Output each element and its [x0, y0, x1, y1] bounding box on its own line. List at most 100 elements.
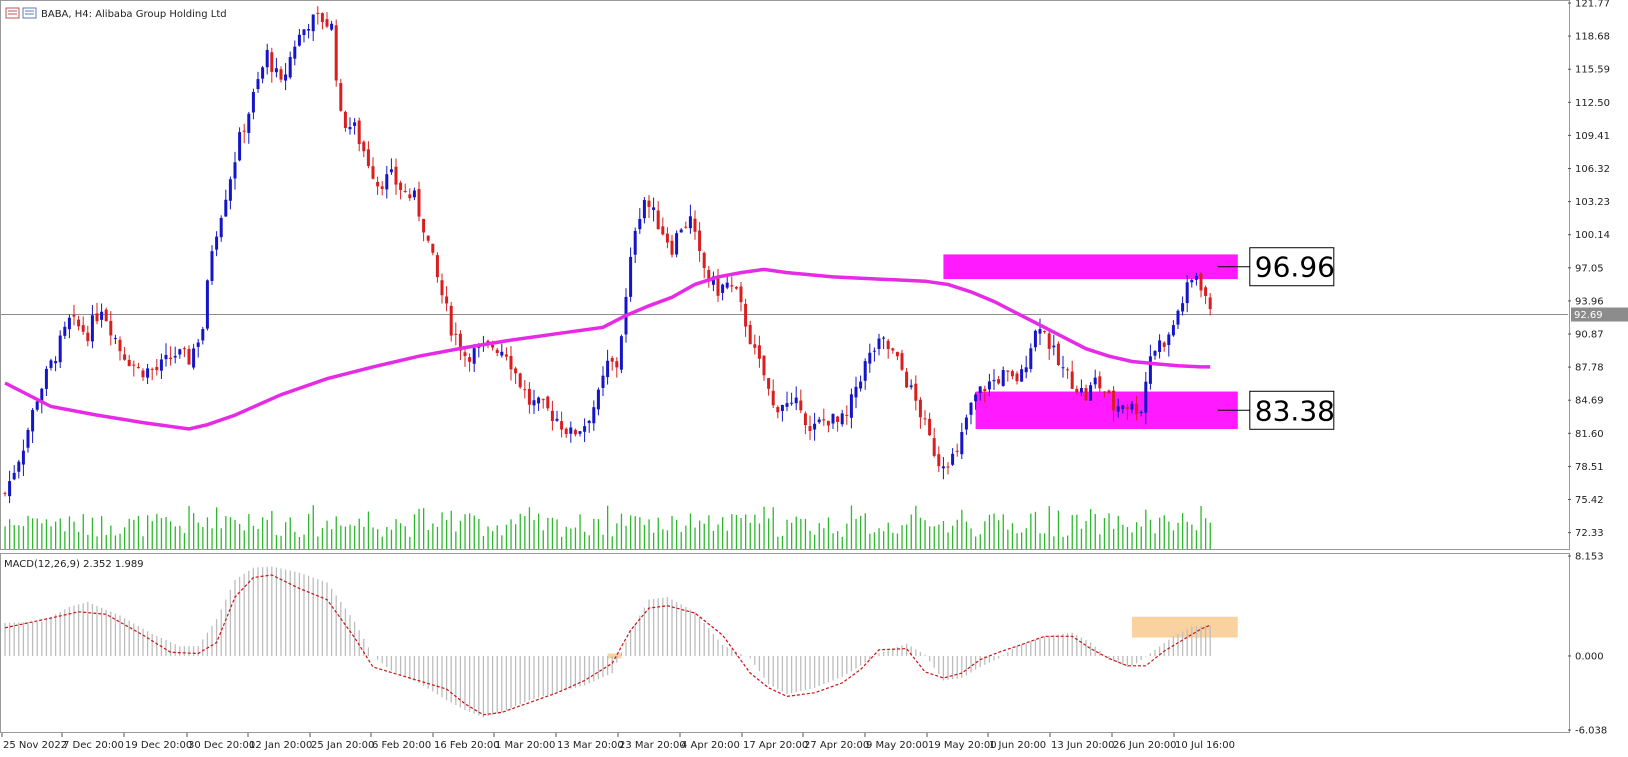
candle-body	[394, 166, 398, 185]
volume-bar	[961, 509, 963, 549]
candle-body	[385, 174, 389, 190]
macd-histogram	[4, 566, 1211, 718]
candle-body	[900, 353, 904, 370]
volume-bar	[64, 531, 66, 549]
volume-bar	[216, 507, 218, 549]
volume-bar	[749, 522, 751, 549]
candle-body	[256, 79, 260, 90]
volume-bar	[404, 526, 406, 549]
price-tick-label: 93.96	[1575, 296, 1604, 307]
volume-bar	[827, 517, 830, 549]
candle-body	[937, 454, 941, 467]
volume-bar	[271, 510, 273, 549]
volume-bar	[156, 513, 158, 549]
price-tick-label: 112.50	[1575, 98, 1610, 109]
candle-body	[192, 348, 196, 368]
volume-bar	[82, 514, 84, 549]
candle-body	[104, 309, 108, 322]
candle-body	[293, 46, 297, 59]
volume-bar	[970, 528, 972, 549]
candle-body	[63, 326, 67, 336]
volume-bar	[482, 535, 485, 549]
candle-body	[1001, 370, 1005, 386]
volume-bar	[584, 531, 586, 549]
volume-bar	[915, 505, 917, 549]
volume-bar	[919, 517, 922, 549]
volume-bar	[147, 515, 149, 549]
candle-body	[987, 381, 991, 390]
volume-bar	[800, 518, 802, 549]
candle-body	[587, 420, 591, 424]
volume-bar	[731, 514, 733, 549]
volume-bar	[818, 523, 820, 549]
volume-bar	[96, 536, 98, 549]
volume-bar	[754, 514, 756, 549]
volume-bar	[809, 530, 811, 549]
volume-bar	[1053, 536, 1055, 549]
time-tick-label: 1 Jun 20:00	[989, 740, 1046, 751]
volume-bar	[183, 532, 186, 549]
time-tick-label: 10 Jul 16:00	[1175, 740, 1235, 751]
candle-body	[348, 127, 352, 130]
price-axis[interactable]: 121.77 118.68 115.59 112.50 109.41 106.32 103.…	[1568, 0, 1610, 539]
macd-tick-label: 0.000	[1575, 651, 1604, 662]
volume-bar	[197, 522, 199, 549]
volume-bar	[910, 514, 912, 549]
candle-body	[261, 67, 265, 79]
volume-bar	[321, 528, 324, 549]
volume-bar	[211, 528, 213, 549]
time-tick-label: 27 Apr 20:00	[804, 740, 869, 751]
price-tick-label: 84.69	[1575, 396, 1604, 407]
candle-body	[118, 339, 122, 352]
candle-body	[127, 359, 131, 367]
volume-bar	[73, 521, 75, 549]
volume-bar	[1071, 515, 1073, 549]
time-tick-label: 4 Apr 20:00	[681, 740, 740, 751]
volume-bar	[363, 526, 365, 549]
volume-bar	[832, 533, 834, 549]
volume-bar	[1021, 532, 1023, 549]
volume-bar	[648, 519, 650, 549]
time-tick-label: 13 Mar 20:00	[557, 740, 624, 751]
volume-bar	[694, 527, 696, 549]
volume-bar	[1034, 511, 1037, 549]
time-tick-label: 26 Jun 20:00	[1113, 740, 1177, 751]
time-tick-label: 1 Mar 20:00	[495, 740, 555, 751]
candle-body	[1033, 330, 1037, 348]
candle-body	[408, 194, 412, 199]
volume-bar	[50, 526, 52, 549]
candle-body	[233, 162, 237, 179]
candle-body	[1171, 325, 1175, 336]
candle-body	[592, 407, 596, 424]
candle-body	[923, 418, 927, 420]
candle-body	[909, 385, 913, 388]
candle-body	[578, 431, 582, 434]
candle-body	[1139, 411, 1143, 413]
volume-bar	[855, 518, 857, 549]
volume-bar	[1002, 514, 1004, 549]
volume-bar	[965, 521, 968, 549]
volume-bar	[942, 521, 945, 549]
candle-body	[918, 399, 922, 418]
candle-body	[196, 342, 200, 347]
volume-bar	[9, 519, 11, 549]
volume-bar	[1007, 529, 1009, 549]
candle-body	[730, 285, 734, 287]
candle-body	[523, 389, 527, 391]
volume-bar	[947, 532, 949, 549]
volume-bar	[561, 536, 563, 549]
volume-bar	[13, 525, 15, 549]
time-tick-label: 30 Dec 20:00	[188, 740, 255, 751]
candle-body	[753, 344, 757, 348]
volume-bar	[32, 518, 34, 549]
candle-body	[771, 390, 775, 406]
volume-bar	[519, 513, 521, 549]
candle-body	[26, 429, 30, 448]
volume-bar	[662, 529, 664, 549]
candle-body	[560, 421, 564, 430]
candle-body	[555, 418, 559, 421]
volume-bar	[979, 534, 981, 549]
candle-body	[1153, 351, 1157, 356]
